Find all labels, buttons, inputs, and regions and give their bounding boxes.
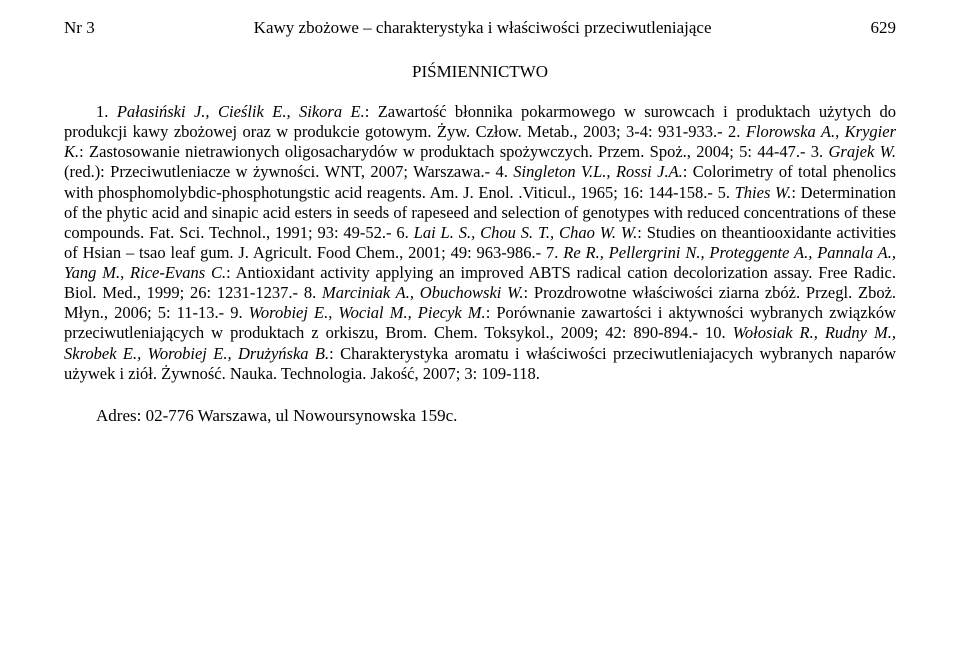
- page-number: 629: [871, 18, 897, 38]
- references-paragraph: 1. Pałasiński J., Cieślik E., Sikora E.:…: [64, 102, 896, 384]
- running-title: Kawy zbożowe – charakterystyka i właściw…: [254, 18, 712, 38]
- ref-authors-3: Grajek W.: [828, 142, 896, 161]
- issue-number: Nr 3: [64, 18, 95, 38]
- ref-authors-8: Marciniak A., Obuchowski W.: [322, 283, 524, 302]
- ref-authors-9: Worobiej E., Wocial M., Piecyk M.: [249, 303, 486, 322]
- address-block: Adres: 02-776 Warszawa, ul Nowoursynowsk…: [64, 406, 896, 426]
- ref-text-2: : Zastosowanie nietrawionych oligosachar…: [79, 142, 828, 161]
- ref-lead: 1.: [96, 102, 117, 121]
- address-line: Adres: 02-776 Warszawa, ul Nowoursynowsk…: [64, 406, 896, 426]
- section-title: PIŚMIENNICTWO: [64, 62, 896, 82]
- references-block: 1. Pałasiński J., Cieślik E., Sikora E.:…: [64, 102, 896, 384]
- ref-text-3: (red.): Przeciwutleniacze w żywności. WN…: [64, 162, 513, 181]
- ref-authors-5: Thies W.: [735, 183, 792, 202]
- running-header: Nr 3 Kawy zbożowe – charakterystyka i wł…: [64, 18, 896, 38]
- ref-authors-4: Singleton V.L., Rossi J.A.: [513, 162, 682, 181]
- ref-authors-6: Lai L. S., Chou S. T., Chao W. W.: [414, 223, 638, 242]
- page: Nr 3 Kawy zbożowe – charakterystyka i wł…: [0, 0, 960, 664]
- ref-authors-1: Pałasiński J., Cieślik E., Sikora E.: [117, 102, 365, 121]
